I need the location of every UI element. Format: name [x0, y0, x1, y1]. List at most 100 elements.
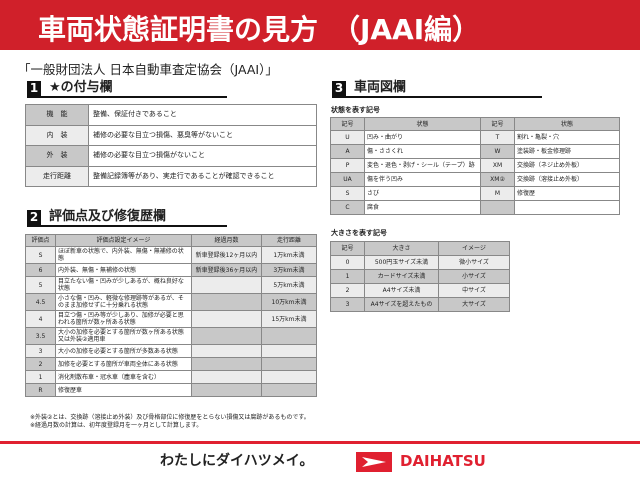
table-cell: [261, 357, 317, 371]
row-value: 整備記録簿等があり、実走行であることが確認できること: [88, 165, 317, 187]
score-table: 評価点 評価点設定イメージ 経過月数 走行距離 S ほぼ新車の状態で、内外装、無傷・無補…: [25, 234, 317, 397]
notes: ※外装②とは、交換跡（溶接止め外装）及び骨格部位に修復歴をとらない損傷又は腐跡が…: [30, 414, 330, 430]
table-cell: 傷・ささくれ: [364, 144, 481, 159]
table-cell: 目立たない傷・凹みが少しあるが、概ね良好な状態: [55, 276, 192, 294]
column-header: 状態: [514, 117, 620, 131]
table-cell: 腐食: [364, 200, 481, 215]
table-cell: 5: [25, 276, 56, 294]
section3-heading: 3 車両図欄: [332, 80, 542, 98]
table-row: 2 加修を必要とする箇所が車両全体にある状態: [25, 357, 317, 371]
table-cell: [191, 327, 262, 345]
table-cell: 2: [330, 283, 365, 298]
table-cell: A4サイズ未満: [364, 283, 439, 298]
table-row: 4.5 小さな傷・凹み、軽微な修理跡等があるが、そのまま加修せずに十分乗れる状態 1…: [25, 293, 317, 311]
column-header: イメージ: [438, 241, 510, 256]
table-cell: [261, 344, 317, 358]
footer-divider: [0, 441, 640, 444]
table-cell: さび: [364, 186, 481, 201]
organization-name: 「一般財団法人 日本自動車査定協会（JAAI）」: [18, 62, 278, 77]
table-cell: 交換跡（ネジ止め外板）: [514, 158, 620, 173]
table-row: 4 目立つ傷・凹み等が少しあり、加修が必要と思われる箇所が数ヶ所ある状態 15万km…: [25, 310, 317, 328]
row-value: 補修の必要な目立つ損傷、悪臭等がないこと: [88, 124, 317, 146]
table-cell: S: [330, 186, 365, 201]
row-label: 機 能: [25, 104, 89, 126]
brand-name: DAIHATSU: [400, 452, 486, 470]
table-cell: 500円玉サイズ未満: [364, 255, 439, 270]
table-row: 0 500円玉サイズ未満 微小サイズ: [330, 255, 510, 270]
table-cell: 1: [330, 269, 365, 284]
table-cell: 15万km未満: [261, 310, 317, 328]
table-cell: 3: [25, 344, 56, 358]
table-row: 機 能整備、保証付きであること: [25, 104, 317, 126]
column-header: 状態: [364, 117, 481, 131]
table-cell: 4: [25, 310, 56, 328]
table-cell: 目立つ傷・凹み等が少しあり、加修が必要と思われる箇所が数ヶ所ある状態: [55, 310, 192, 328]
column-header: 記号: [480, 117, 515, 131]
table-cell: P: [330, 158, 365, 173]
section-number: 2: [27, 209, 41, 225]
table-cell: M: [480, 186, 515, 201]
table-row: P 変色・退色・剥げ・シール（テープ）跡 XM 交換跡（ネジ止め外板）: [330, 158, 620, 173]
table-cell: 0: [330, 255, 365, 270]
table-cell: ほぼ新車の状態で、内外装、無傷・無補修の状態: [55, 246, 192, 264]
table-cell: 内外装、無傷・無補修の状態: [55, 263, 192, 277]
table-row: UA 傷を伴う凹み XM② 交換跡（溶接止め外板）: [330, 172, 620, 187]
star-table: 機 能整備、保証付きであること内 装補修の必要な目立つ損傷、悪臭等がないこと外 …: [25, 104, 317, 187]
table-cell: [191, 357, 262, 371]
table-cell: S: [25, 246, 56, 264]
table-row: 外 装補修の必要な目立つ損傷がないこと: [25, 145, 317, 167]
table-cell: XM: [480, 158, 515, 173]
table-cell: 修復歴車: [55, 383, 192, 397]
table-cell: [191, 276, 262, 294]
table-row: 5 目立たない傷・凹みが少しあるが、概ね良好な状態 5万km未満: [25, 276, 317, 294]
note: ※経過月数の計算は、初年度登録月を一ヶ月として計算します。: [30, 422, 203, 429]
table-cell: C: [330, 200, 365, 215]
table-cell: [261, 370, 317, 384]
daihatsu-logo-icon: [356, 452, 392, 472]
table-cell: [191, 370, 262, 384]
table-cell: 修復歴: [514, 186, 620, 201]
row-value: 整備、保証付きであること: [88, 104, 317, 126]
column-header: 走行距離: [261, 234, 317, 247]
table-cell: 大サイズ: [438, 297, 510, 312]
table-cell: 割れ・亀裂・穴: [514, 130, 620, 145]
column-header: 大きさ: [364, 241, 439, 256]
note: ※外装②とは、交換跡（溶接止め外装）及び骨格部位に修復歴をとらない損傷又は腐跡が…: [30, 414, 310, 421]
table-cell: 大小の加修を必要とする箇所が多数ある状態: [55, 344, 192, 358]
table-cell: [261, 383, 317, 397]
state-symbols-table: 記号 状態 記号 状態 U 凹み・曲がり T 割れ・亀裂・穴 A 傷・ささくれ W 塗装跡・板金修理…: [330, 117, 620, 215]
table-cell: [191, 310, 262, 328]
section-number: 1: [27, 80, 41, 96]
table-cell: XM②: [480, 172, 515, 187]
table-cell: 新車登録後12ヶ月以内: [191, 246, 262, 264]
section-number: 3: [332, 80, 346, 96]
table-cell: UA: [330, 172, 365, 187]
column-header: 評価点設定イメージ: [55, 234, 192, 247]
table-cell: 傷を伴う凹み: [364, 172, 481, 187]
table-cell: 加修を必要とする箇所が車両全体にある状態: [55, 357, 192, 371]
table-cell: 3: [330, 297, 365, 312]
table-cell: 凹み・曲がり: [364, 130, 481, 145]
table-row: 1 カードサイズ未満 小サイズ: [330, 269, 510, 284]
section-title: 評価点及び修復歴欄: [49, 209, 167, 224]
table-cell: 5万km未満: [261, 276, 317, 294]
table-cell: 塗装跡・板金修理跡: [514, 144, 620, 159]
table-cell: A4サイズを超えたもの: [364, 297, 439, 312]
table-cell: [480, 200, 515, 215]
table-row: 内 装補修の必要な目立つ損傷、悪臭等がないこと: [25, 124, 317, 146]
table-row: 2 A4サイズ未満 中サイズ: [330, 283, 510, 298]
size-symbols-title: 大きさを表す記号: [331, 229, 387, 237]
row-label: 外 装: [25, 145, 89, 167]
column-header: 記号: [330, 117, 365, 131]
table-row: 3 A4サイズを超えたもの 大サイズ: [330, 297, 510, 312]
table-cell: [514, 200, 620, 215]
table-cell: 2: [25, 357, 56, 371]
table-cell: 1万km未満: [261, 246, 317, 264]
row-label: 走行距離: [25, 165, 89, 187]
table-row: C 腐食: [330, 200, 620, 215]
table-cell: 新車登録後36ヶ月以内: [191, 263, 262, 277]
table-cell: 1: [25, 370, 56, 384]
section1-heading: 1 ★の付与欄: [27, 80, 227, 98]
size-symbols-table: 記号 大きさ イメージ 0 500円玉サイズ未満 微小サイズ 1 カードサイズ未満 小サイズ 2…: [330, 241, 510, 312]
column-header: 評価点: [25, 234, 56, 247]
